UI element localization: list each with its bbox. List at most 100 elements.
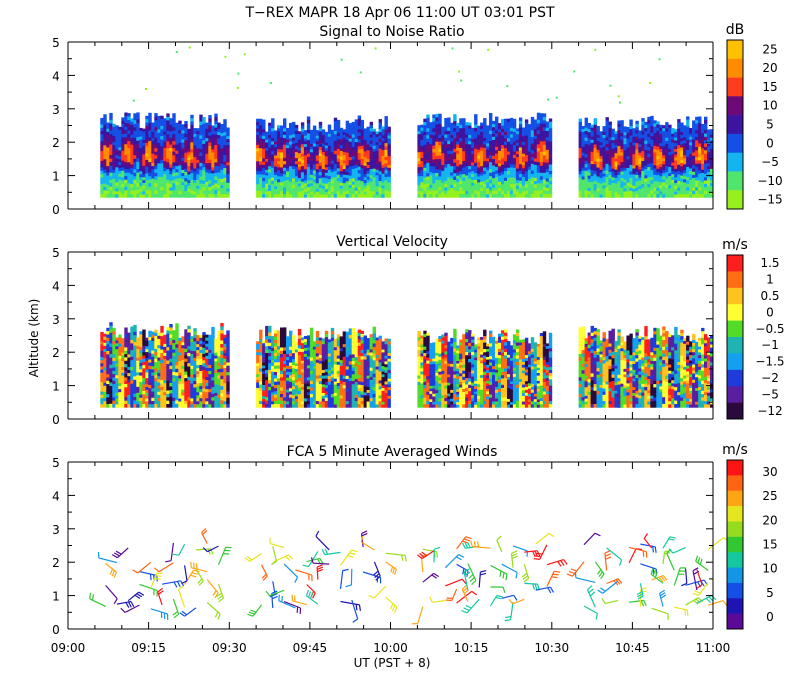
field-cell — [324, 186, 329, 190]
field-cell — [468, 166, 472, 170]
field-cell — [277, 137, 281, 141]
field-cell — [268, 132, 272, 136]
field-cell — [632, 162, 636, 167]
field-cell — [133, 144, 137, 149]
field-cell — [704, 167, 708, 171]
field-cell — [142, 387, 146, 392]
field-cell — [602, 191, 606, 195]
field-cell — [668, 130, 672, 135]
field-cell — [360, 181, 364, 185]
field-cell — [647, 160, 651, 165]
field-cell — [372, 171, 376, 175]
field-cell — [498, 169, 502, 173]
field-cell — [145, 401, 149, 405]
field-cell — [590, 161, 594, 165]
field-cell — [130, 403, 134, 408]
field-cell — [626, 173, 630, 178]
field-cell — [175, 122, 179, 127]
field-cell — [498, 141, 502, 146]
field-cell — [638, 144, 642, 148]
field-cell — [103, 345, 107, 350]
field-cell — [292, 134, 296, 138]
field-cell — [145, 387, 149, 391]
field-cell — [306, 180, 311, 185]
field-cell — [477, 146, 481, 151]
field-cell — [309, 174, 314, 178]
field-cell — [187, 148, 191, 153]
field-cell — [486, 140, 490, 144]
field-cell — [202, 117, 206, 121]
field-cell — [118, 367, 122, 372]
field-cell — [118, 135, 122, 139]
field-cell — [333, 130, 338, 135]
field-cell — [623, 129, 627, 133]
field-cell — [512, 190, 517, 195]
field-cell — [127, 351, 131, 355]
field-cell — [444, 154, 448, 158]
field-cell — [662, 170, 666, 174]
field-cell — [524, 122, 529, 127]
field-cell — [187, 137, 191, 141]
field-cell — [124, 172, 128, 177]
field-cell — [163, 167, 167, 172]
field-cell — [378, 177, 382, 182]
field-cell — [348, 126, 353, 130]
field-cell — [623, 161, 627, 166]
field-cell — [438, 176, 442, 181]
field-cell — [103, 162, 107, 167]
y-tick-label: 2 — [52, 136, 60, 150]
field-cell — [345, 184, 350, 189]
field-cell — [166, 367, 170, 371]
field-cell — [533, 155, 538, 159]
field-cell — [121, 404, 125, 408]
field-cell — [587, 126, 591, 130]
field-cell — [166, 337, 170, 341]
field-cell — [578, 157, 582, 162]
field-cell — [507, 187, 511, 192]
field-cell — [280, 170, 284, 174]
field-cell — [671, 171, 675, 175]
field-cell — [596, 137, 600, 142]
field-cell — [486, 146, 490, 150]
field-cell — [375, 142, 379, 146]
field-cell — [190, 180, 194, 184]
field-cell — [662, 128, 666, 132]
field-cell — [674, 194, 678, 198]
field-cell — [151, 366, 155, 370]
field-cell — [384, 177, 388, 181]
field-cell — [112, 370, 116, 375]
field-cell — [169, 161, 173, 165]
field-cell — [136, 147, 140, 152]
field-cell — [124, 165, 128, 170]
field-cell — [202, 130, 206, 135]
field-cell — [157, 136, 161, 140]
field-cell — [360, 129, 364, 134]
field-cell — [647, 116, 651, 121]
field-cell — [303, 130, 308, 134]
field-cell — [178, 178, 182, 182]
field-cell — [115, 381, 119, 385]
field-cell — [265, 137, 269, 141]
field-cell — [542, 144, 547, 149]
field-cell — [160, 166, 164, 171]
field-cell — [695, 126, 699, 131]
field-cell — [274, 161, 278, 165]
field-cell — [602, 194, 606, 198]
field-cell — [680, 150, 684, 155]
field-cell — [262, 181, 266, 185]
field-cell — [417, 167, 421, 171]
field-cell — [495, 160, 499, 165]
field-cell — [324, 145, 329, 149]
field-cell — [286, 188, 290, 192]
noise-speckle — [649, 82, 652, 84]
field-cell — [154, 345, 158, 350]
field-cell — [447, 144, 451, 148]
field-cell — [214, 141, 218, 146]
field-cell — [217, 144, 221, 148]
field-cell — [614, 161, 618, 165]
field-cell — [689, 180, 693, 184]
field-cell — [130, 174, 134, 178]
field-cell — [710, 174, 714, 178]
field-cell — [148, 183, 152, 188]
noise-speckle — [458, 70, 461, 73]
